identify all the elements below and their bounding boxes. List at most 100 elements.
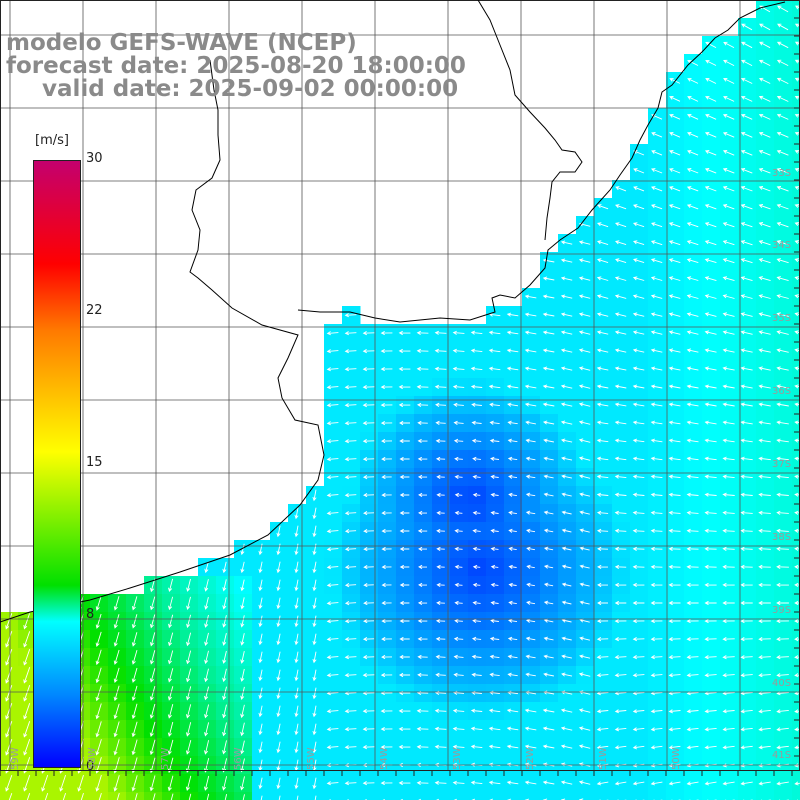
wind-arrow <box>758 95 771 102</box>
wind-arrow <box>488 780 501 785</box>
wind-arrow <box>489 654 500 659</box>
wind-arrow <box>276 525 281 538</box>
wind-arrow <box>596 402 609 407</box>
wind-arrow <box>381 618 392 624</box>
wind-arrow <box>794 474 800 479</box>
wind-arrow <box>578 330 591 335</box>
wind-arrow <box>722 727 735 732</box>
wind-cell <box>792 396 800 415</box>
wind-cell <box>144 792 163 800</box>
wind-arrow <box>454 618 463 623</box>
wind-arrow <box>399 654 410 660</box>
wind-cell <box>792 108 800 127</box>
wind-arrow <box>704 240 717 246</box>
wind-arrow <box>452 780 465 785</box>
wind-arrow <box>758 186 771 192</box>
wind-arrow <box>704 727 717 732</box>
wind-arrow <box>543 456 554 461</box>
wind-arrow <box>472 528 481 533</box>
title-forecast-date: forecast date: 2025-08-20 18:00:00 <box>6 53 466 79</box>
wind-arrow <box>668 709 681 714</box>
wind-arrow <box>417 654 428 659</box>
wind-arrow <box>632 384 645 389</box>
wind-arrow <box>470 366 483 371</box>
wind-cell <box>234 792 253 800</box>
wind-arrow <box>206 793 210 800</box>
wind-arrow <box>704 186 717 192</box>
wind-cell <box>792 126 800 145</box>
wind-arrow <box>525 492 536 497</box>
wind-arrow <box>668 564 681 569</box>
wind-arrow <box>578 744 591 749</box>
wind-arrow <box>669 132 681 138</box>
wind-arrow <box>326 457 339 462</box>
wind-arrow <box>650 582 663 587</box>
wind-cell <box>504 792 523 800</box>
wind-arrow <box>23 703 31 720</box>
wind-arrow <box>632 528 645 533</box>
wind-arrow <box>149 614 156 629</box>
wind-arrow <box>722 510 735 515</box>
wind-arrow <box>650 655 663 660</box>
wind-arrow <box>615 186 627 192</box>
wind-arrow <box>758 167 771 174</box>
wind-arrow <box>704 745 717 750</box>
lat-label-33s: 33S <box>772 168 792 179</box>
wind-arrow <box>560 384 573 389</box>
wind-cell <box>792 252 800 271</box>
wind-arrow <box>542 708 555 713</box>
wind-arrow <box>758 637 771 642</box>
wind-arrow <box>434 330 447 335</box>
wind-arrow <box>276 615 281 628</box>
wind-arrow <box>326 511 339 516</box>
wind-arrow <box>5 775 13 792</box>
wind-arrow <box>294 651 299 664</box>
wind-arrow <box>723 41 735 48</box>
wind-arrow <box>471 402 482 407</box>
wind-cell <box>378 792 397 800</box>
wind-arrow <box>326 367 339 372</box>
wind-arrow <box>260 795 263 800</box>
wind-cell <box>72 792 91 800</box>
wind-arrow <box>488 726 501 731</box>
wind-arrow <box>294 597 299 610</box>
wind-cell <box>792 0 800 19</box>
wind-arrow <box>776 204 789 210</box>
wind-arrow <box>525 636 536 641</box>
wind-arrow <box>542 294 555 299</box>
wind-arrow <box>704 150 717 156</box>
wind-arrow <box>203 740 210 755</box>
wind-arrow <box>362 367 375 372</box>
wind-arrow <box>560 312 573 317</box>
wind-arrow <box>704 492 717 497</box>
wind-arrow <box>722 528 735 533</box>
coastline-path <box>0 0 786 623</box>
wind-arrow <box>435 420 446 425</box>
wind-arrow <box>650 709 663 714</box>
wind-arrow <box>454 546 463 551</box>
wind-arrow <box>578 366 591 371</box>
wind-arrow <box>417 600 428 605</box>
wind-arrow <box>399 582 410 588</box>
wind-arrow <box>417 528 428 533</box>
wind-arrow <box>454 492 463 498</box>
wind-arrow <box>722 402 735 407</box>
wind-arrow <box>668 384 681 389</box>
wind-arrow <box>651 168 663 174</box>
wind-arrow <box>668 546 681 551</box>
wind-arrow <box>776 59 789 67</box>
wind-arrow <box>596 781 609 786</box>
wind-arrow <box>578 672 591 677</box>
wind-cell <box>792 54 800 73</box>
wind-arrow <box>758 546 771 551</box>
wind-arrow <box>776 95 789 102</box>
wind-arrow <box>560 420 573 425</box>
wind-arrow <box>686 168 699 174</box>
wind-arrow <box>578 780 591 785</box>
wind-arrow <box>525 420 536 425</box>
wind-arrow <box>434 780 447 785</box>
wind-arrow <box>507 636 518 641</box>
wind-arrow <box>417 420 428 425</box>
wind-arrow <box>758 510 771 515</box>
wind-arrow <box>740 673 753 678</box>
